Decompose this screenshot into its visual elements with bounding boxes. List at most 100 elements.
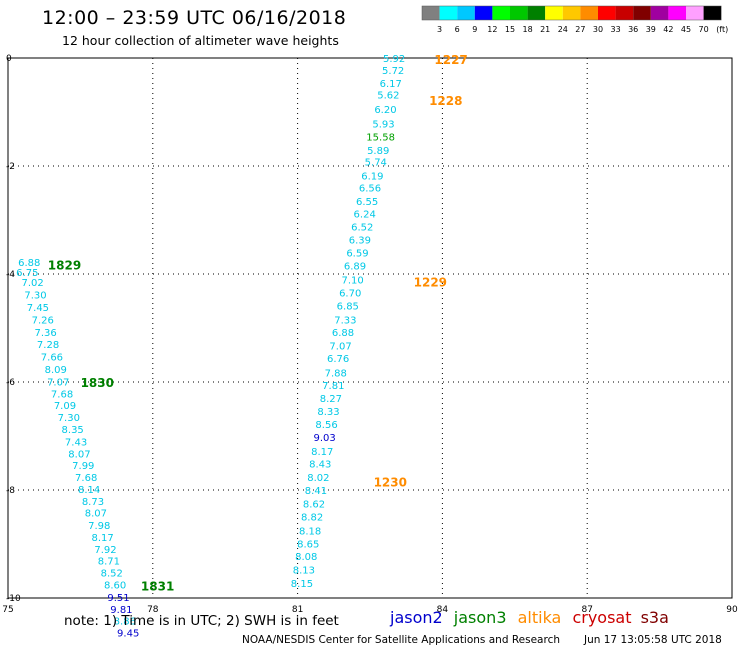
swh-value-jason3: 8.60 — [104, 581, 126, 592]
swh-value-jason3: 9.45 — [117, 629, 139, 640]
sat-jason3: jason3 — [453, 608, 507, 627]
swh-value-altika: 6.52 — [351, 222, 373, 233]
legend-swatch — [615, 6, 634, 20]
swh-value-altika: 6.85 — [337, 301, 359, 312]
x-tick-label: 87 — [581, 605, 592, 615]
swh-value-jason3: 7.09 — [54, 401, 76, 412]
legend-tick-label: 39 — [646, 25, 656, 34]
swh-value-altika: 8.08 — [295, 552, 317, 563]
swh-value-altika: 6.89 — [344, 261, 366, 272]
map-grid — [8, 58, 732, 598]
swh-value-jason3: 7.66 — [41, 353, 63, 364]
sat-jason2: jason2 — [390, 608, 443, 627]
swh-value-jason3: 7.28 — [37, 340, 59, 351]
footer-credit: NOAA/NESDIS Center for Satellite Applica… — [242, 634, 560, 646]
swh-value-jason3: 8.73 — [82, 497, 104, 508]
legend-swatch — [527, 6, 546, 20]
swh-value-altika: 6.39 — [349, 235, 371, 246]
swh-value-jason3: 7.68 — [51, 389, 73, 400]
swh-value-altika: 8.62 — [303, 500, 325, 511]
time-stamp-jason3: 1829 — [48, 258, 81, 272]
legend-tick-label: 15 — [505, 25, 515, 34]
legend-swatch — [439, 6, 458, 20]
time-stamp-altika: 1228 — [429, 94, 462, 108]
legend-tick-label: 27 — [575, 25, 585, 34]
satellite-tracks: 5.925.72 6.175.62 6.20 5.93 15.58 5.895.74 6.1… — [16, 53, 468, 639]
swh-value-altika: 5.92 — [383, 54, 405, 65]
swh-value-jason3: 9.81 — [110, 605, 132, 616]
page-title: 12:00 – 23:59 UTC 06/16/2018 — [42, 7, 347, 29]
swh-value-altika: 5.93 — [372, 119, 394, 130]
swh-value-jason3: 7.07 — [47, 377, 69, 388]
swh-value-altika: 5.89 — [367, 146, 389, 157]
swh-value-altika: 8.33 — [317, 407, 339, 418]
footer-note: note: 1) Time is in UTC; 2) SWH is in fe… — [64, 613, 339, 629]
y-tick-label: -8 — [6, 486, 15, 496]
swh-value-jason3: 7.99 — [72, 461, 94, 472]
legend-tick-label: 6 — [455, 25, 460, 34]
legend-swatch — [650, 6, 669, 20]
legend-swatch — [510, 6, 528, 20]
swh-value-altika: 15.58 — [366, 132, 395, 143]
y-tick-label: -10 — [6, 594, 21, 604]
swh-value-jason3: 9.51 — [107, 593, 129, 604]
swh-value-altika: 6.24 — [354, 210, 376, 221]
swh-value-altika: 6.19 — [361, 172, 383, 183]
swh-value-jason3: 7.98 — [88, 521, 110, 532]
swh-value-jason3: 7.30 — [24, 291, 46, 302]
legend-tick-label: 30 — [593, 25, 603, 34]
swh-value-jason3: 8.07 — [85, 509, 107, 520]
swh-value-altika: 8.27 — [320, 394, 342, 405]
time-stamp-altika: 1227 — [434, 53, 467, 67]
swh-value-altika: 8.82 — [301, 512, 323, 523]
swh-value-altika: 7.81 — [322, 381, 344, 392]
legend-tick-label: 70 — [699, 25, 709, 34]
swh-value-jason3: 7.43 — [65, 437, 87, 448]
legend-swatch — [492, 6, 510, 20]
swh-value-altika: 6.59 — [346, 248, 368, 259]
swh-value-altika: 6.56 — [359, 184, 381, 195]
swh-value-jason3: 6.75 — [16, 268, 38, 279]
legend-swatch — [422, 6, 440, 20]
swh-value-altika: 7.07 — [329, 341, 351, 352]
legend-tick-label: 9 — [472, 25, 477, 34]
legend-swatch — [633, 6, 651, 20]
swh-value-jason3: 7.68 — [75, 473, 97, 484]
swh-value-altika: 6.70 — [339, 288, 361, 299]
swh-value-jason3: 8.52 — [101, 569, 123, 580]
swh-value-altika: 6.76 — [327, 354, 349, 365]
swh-value-altika: 6.20 — [374, 105, 396, 116]
swh-value-altika: 9.03 — [313, 433, 335, 444]
swh-value-jason3: 7.45 — [27, 303, 49, 314]
swh-value-altika: 7.10 — [341, 275, 363, 286]
swh-value-jason3: 8.17 — [91, 533, 113, 544]
y-tick-label: -4 — [6, 270, 15, 280]
page-subtitle: 12 hour collection of altimeter wave hei… — [62, 33, 339, 48]
time-stamp-altika: 1229 — [414, 276, 447, 290]
swh-value-jason3: 7.30 — [58, 413, 80, 424]
swh-value-altika: 5.72 — [382, 66, 404, 77]
legend-swatch — [562, 6, 581, 20]
satellite-legend: jason2 jason3 altika cryosat s3a — [390, 608, 669, 627]
swh-value-altika: 8.13 — [293, 565, 315, 576]
swh-value-altika: 6.55 — [356, 197, 378, 208]
swh-value-altika: 8.56 — [315, 420, 337, 431]
swh-value-altika: 8.17 — [311, 447, 333, 458]
swh-value-altika: 8.15 — [291, 579, 313, 590]
legend-swatch — [545, 6, 563, 20]
swh-value-altika: 7.88 — [325, 368, 347, 379]
swh-value-jason3: 7.02 — [21, 278, 43, 289]
swh-value-jason3: 8.14 — [78, 485, 100, 496]
swh-value-altika: 6.88 — [332, 328, 354, 339]
x-tick-label: 81 — [292, 605, 303, 615]
footer-timestamp: Jun 17 13:05:58 UTC 2018 — [584, 634, 722, 646]
swh-value-altika: 5.62 — [377, 91, 399, 102]
legend-tick-label: 36 — [628, 25, 638, 34]
legend-swatch — [686, 6, 704, 20]
time-stamp-altika: 1230 — [374, 475, 407, 489]
x-tick-label: 84 — [437, 605, 449, 615]
sat-cryosat: cryosat — [572, 608, 632, 627]
y-tick-label: -2 — [6, 162, 15, 172]
legend-tick-label: 3 — [437, 25, 442, 34]
swh-value-jason3: 8.09 — [45, 365, 67, 376]
